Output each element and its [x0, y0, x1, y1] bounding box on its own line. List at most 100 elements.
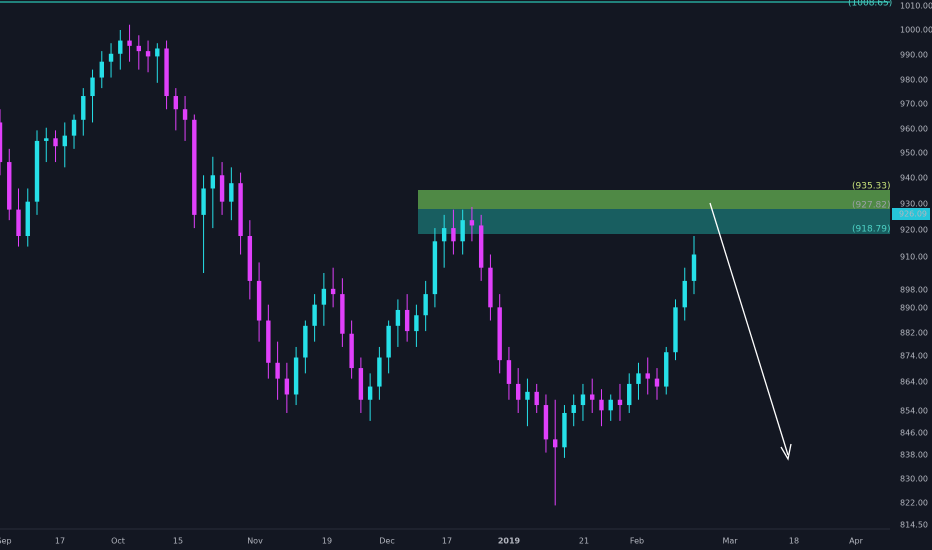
- time-tick-label: Mar: [722, 537, 738, 546]
- candle-body: [506, 360, 512, 384]
- candle-body: [192, 119, 197, 215]
- candle-body: [44, 138, 49, 141]
- candle-body: [571, 405, 576, 413]
- current-price-label: 926.09: [899, 210, 927, 219]
- time-tick-label: Apr: [849, 537, 864, 546]
- candle-body: [534, 391, 539, 406]
- candle-body: [71, 119, 77, 136]
- candle-body: [349, 333, 354, 369]
- candle-body: [25, 201, 30, 237]
- time-tick-label: 17: [442, 537, 452, 546]
- candle-body: [127, 40, 132, 46]
- candle-body: [182, 109, 188, 120]
- price-tick-label: 930.00: [900, 200, 928, 209]
- candle-body: [590, 394, 595, 400]
- candle-body: [0, 122, 3, 163]
- candle-body: [145, 51, 151, 57]
- projection-arrow-head: [780, 443, 792, 461]
- price-tick-label: 882.00: [900, 329, 928, 338]
- candle-body: [219, 175, 225, 202]
- candle-body: [469, 220, 475, 226]
- time-tick-label: 15: [173, 537, 183, 546]
- candle-body: [682, 280, 687, 308]
- time-tick-label: Oct: [111, 537, 125, 546]
- candle-body: [654, 378, 660, 387]
- time-tick-label: 2019: [498, 537, 521, 546]
- supply-zone-upper: [418, 190, 890, 209]
- candle-body: [488, 267, 493, 308]
- candle-body: [395, 309, 401, 326]
- candle-body: [543, 405, 549, 440]
- candle-body: [34, 140, 40, 202]
- candle-body: [155, 48, 160, 57]
- candle-body: [330, 288, 336, 295]
- candle-body: [256, 280, 262, 321]
- candle-body: [414, 315, 419, 332]
- candle-body: [599, 399, 604, 411]
- lower-level-label: (918.79): [852, 225, 891, 235]
- time-tick-label: 21: [579, 537, 589, 546]
- candle-body: [90, 77, 95, 97]
- price-tick-label: 846.00: [900, 429, 928, 438]
- candle-body: [266, 320, 271, 363]
- price-tick-label: 890.00: [900, 304, 928, 313]
- candle-body: [99, 61, 104, 78]
- candle-body: [303, 325, 308, 358]
- candle-body: [229, 183, 234, 202]
- axis-background: [890, 0, 932, 550]
- price-tick-label: 970.00: [900, 100, 928, 109]
- candle-body: [460, 220, 465, 242]
- candle-body: [340, 294, 345, 334]
- candle-body: [247, 236, 253, 281]
- candle-body: [553, 439, 558, 448]
- price-tick-label: 920.00: [900, 226, 928, 235]
- candle-body: [386, 325, 391, 358]
- time-tick-label: Nov: [247, 537, 263, 546]
- candle-body: [62, 135, 67, 147]
- candle-body: [275, 362, 280, 379]
- current-price-badge: [892, 208, 930, 220]
- candle-body: [636, 373, 641, 384]
- candle-body: [367, 386, 373, 400]
- price-tick-label: 960.00: [900, 125, 928, 134]
- price-tick-label: 822.00: [900, 499, 928, 508]
- candle-body: [451, 228, 456, 242]
- mid-level-label: (927.82): [852, 201, 891, 211]
- time-tick-label: 19: [322, 537, 332, 546]
- candle-body: [478, 225, 484, 268]
- candle-body: [238, 183, 243, 237]
- candle-body: [673, 307, 678, 353]
- candle-body: [118, 40, 123, 54]
- candle-body: [691, 254, 697, 281]
- candle-body: [7, 162, 12, 210]
- time-tick-label: 18: [789, 537, 799, 546]
- price-tick-label: 898.00: [900, 286, 928, 295]
- price-tick-label: 940.00: [900, 174, 928, 183]
- candle-body: [627, 383, 632, 406]
- time-axis: Sep 17 Oct 15 Nov 19 Dec 17 2019 21 Feb Mar 18 Apr: [0, 528, 890, 546]
- candle-body: [515, 383, 521, 400]
- time-tick-label: Dec: [379, 537, 394, 546]
- candle-body: [201, 188, 206, 215]
- upper-level-label: (935.33): [852, 182, 891, 192]
- candle-body: [16, 209, 21, 237]
- candle-body: [321, 288, 327, 305]
- candle-body: [432, 241, 438, 295]
- candle-body: [645, 373, 650, 379]
- candle-body: [81, 96, 86, 120]
- price-tick-label: 864.00: [900, 378, 928, 387]
- candle-body: [525, 391, 530, 400]
- plot-background: [0, 0, 890, 528]
- price-tick-label: 910.00: [900, 253, 928, 262]
- time-tick-label: Feb: [630, 537, 644, 546]
- time-tick-label: 17: [55, 537, 65, 546]
- candle-body: [164, 48, 169, 97]
- candle-body: [377, 357, 382, 387]
- price-axis: 1010.00 1000.00 990.00 980.00 970.00 960.00 95…: [900, 2, 932, 530]
- candle-body: [210, 175, 216, 189]
- price-tick-label: 1000.00: [900, 26, 932, 35]
- candle-body: [136, 45, 141, 52]
- price-tick-label: 838.00: [900, 451, 928, 460]
- supply-zone-lower: [418, 209, 890, 234]
- candle-body: [312, 304, 317, 326]
